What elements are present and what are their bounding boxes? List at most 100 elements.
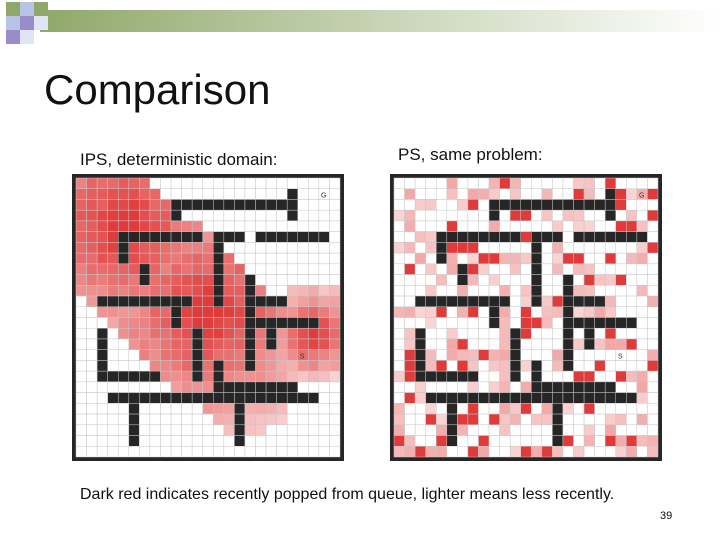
- maze-cell: [562, 252, 574, 265]
- maze-cell: [86, 381, 98, 393]
- maze-cell: [446, 392, 458, 404]
- maze-cell: [223, 317, 235, 329]
- maze-cell: [414, 392, 426, 404]
- maze-cell: [414, 285, 426, 297]
- maze-cell: [573, 295, 585, 308]
- maze-cell: [202, 424, 214, 436]
- maze-cell: [647, 199, 659, 211]
- maze-cell: [393, 252, 405, 265]
- maze-cell: [414, 231, 426, 243]
- maze-cell: [615, 199, 627, 211]
- maze-cell: [139, 370, 151, 383]
- maze-cell: [583, 285, 595, 297]
- maze-cell: [615, 413, 627, 426]
- maze-cell: [308, 295, 320, 308]
- maze-cell: [234, 424, 246, 436]
- maze-cell: [615, 317, 627, 329]
- maze-cell: [265, 306, 277, 318]
- maze-cell: [425, 413, 437, 426]
- maze-cell: [573, 381, 585, 393]
- maze-cell: [276, 446, 288, 458]
- maze-cell: [160, 403, 172, 415]
- maze-cell: [286, 381, 299, 393]
- maze-cell: [414, 295, 426, 308]
- maze-cell: [318, 252, 330, 265]
- maze-cell: [583, 252, 595, 265]
- maze-cell: [393, 220, 405, 232]
- maze-cell: [604, 349, 617, 361]
- maze-cell: [404, 424, 416, 436]
- maze-cell: [128, 306, 140, 318]
- maze-cell: [255, 381, 267, 393]
- maze-cell: [170, 327, 182, 340]
- maze-cell: [404, 370, 416, 383]
- maze-cell: [160, 381, 172, 393]
- maze-cell: [329, 199, 341, 211]
- maze-cell: [583, 177, 595, 189]
- maze-cell: [160, 338, 172, 350]
- maze-cell: [393, 360, 405, 372]
- maze-cell: [286, 199, 299, 211]
- maze-cell: [393, 403, 405, 415]
- maze-cell: [276, 435, 288, 447]
- maze-cell: [96, 317, 108, 329]
- maze-cell: [96, 327, 108, 340]
- maze-cell: [265, 177, 277, 189]
- maze-cell: [404, 274, 416, 286]
- maze-cell: [573, 285, 585, 297]
- maze-cell: [107, 306, 119, 318]
- maze-cell: [457, 317, 469, 329]
- maze-cell: [446, 413, 458, 426]
- maze-cell: [86, 317, 98, 329]
- maze-cell: [488, 306, 500, 318]
- maze-cell: [488, 252, 500, 265]
- maze-cell: [414, 274, 426, 286]
- maze-cell: [404, 209, 416, 222]
- maze-cell: [139, 285, 151, 297]
- maze-cell: [191, 392, 203, 404]
- maze-cell: [234, 360, 246, 372]
- maze-cell: [223, 446, 235, 458]
- maze-cell: [404, 435, 416, 447]
- maze-cell: [297, 381, 309, 393]
- maze-cell: [128, 209, 140, 222]
- maze-cell: [149, 370, 161, 383]
- maze-cell: [128, 381, 140, 393]
- maze-cell: [573, 392, 585, 404]
- maze-cell: [499, 306, 511, 318]
- maze-cell: [573, 209, 585, 222]
- maze-cell: [96, 435, 108, 447]
- maze-cell: [213, 413, 225, 426]
- maze-cell: [425, 231, 437, 243]
- maze-cell: [276, 285, 288, 297]
- maze-cell: [626, 242, 638, 254]
- maze-cell: [446, 263, 458, 275]
- left-caption: IPS, deterministic domain:: [80, 150, 278, 169]
- maze-cell: [615, 220, 627, 232]
- maze-cell: [202, 295, 214, 308]
- ps-maze-heatmap: GS: [390, 174, 662, 461]
- maze-cell: [594, 231, 606, 243]
- maze-cell: [488, 435, 500, 447]
- maze-cell: [393, 413, 405, 426]
- maze-cell: [531, 317, 543, 329]
- maze-cell: [467, 209, 479, 222]
- maze-cell: [318, 446, 330, 458]
- maze-cell: [255, 360, 267, 372]
- maze-cell: [265, 392, 277, 404]
- maze-cell: [446, 295, 458, 308]
- maze-cell: [191, 381, 203, 393]
- maze-cell: [562, 274, 574, 286]
- maze-cell: [404, 252, 416, 265]
- maze-cell: [594, 209, 606, 222]
- maze-cell: [107, 349, 119, 361]
- maze-cell: [552, 413, 564, 426]
- maze-cell: [457, 295, 469, 308]
- maze-cell: [562, 231, 574, 243]
- maze-cell: [520, 177, 532, 189]
- maze-cell: [435, 231, 448, 243]
- maze-cell: [181, 370, 193, 383]
- maze-cell: [181, 274, 193, 286]
- maze-cell: [499, 381, 511, 393]
- maze-cell: [541, 242, 553, 254]
